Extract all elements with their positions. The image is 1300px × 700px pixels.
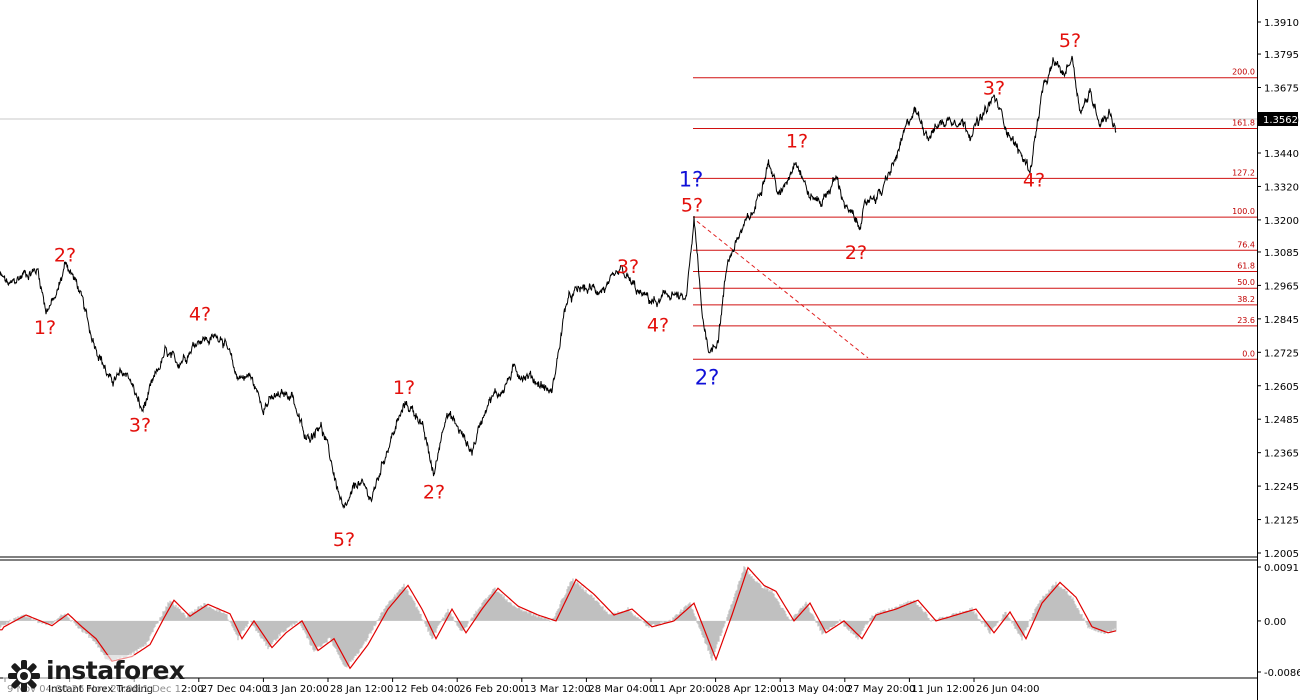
time-axis-label: 11 Jun 12:00 bbox=[911, 684, 975, 695]
fib-level-label: 127.2 bbox=[1232, 168, 1255, 177]
wave-label: 1? bbox=[34, 317, 56, 339]
fib-level-label: 200.0 bbox=[1232, 68, 1255, 77]
price-axis-label: 1.2125 bbox=[1264, 516, 1299, 527]
time-axis-label: 11 Apr 20:00 bbox=[653, 684, 718, 695]
time-axis-label: 13 Jan 20:00 bbox=[265, 684, 328, 695]
time-axis-label: 12 Feb 04:00 bbox=[395, 684, 461, 695]
wave-label: 2? bbox=[695, 365, 720, 389]
wave-label: 5? bbox=[681, 195, 703, 217]
wave-label: 1? bbox=[393, 377, 415, 399]
time-axis-label: 28 Mar 04:00 bbox=[588, 684, 655, 695]
time-axis-label: 13 Mar 12:00 bbox=[524, 684, 591, 695]
instaforex-logo-icon bbox=[8, 660, 40, 692]
trend-dashed-line bbox=[696, 220, 869, 359]
brand-name: instaforex bbox=[46, 656, 185, 685]
wave-label: 3? bbox=[129, 415, 151, 437]
current-price-tag bbox=[1258, 112, 1298, 127]
oscillator-axis-label: 0.00 bbox=[1264, 617, 1286, 628]
price-axis-label: 1.3085 bbox=[1264, 248, 1299, 259]
price-axis-label: 1.2845 bbox=[1264, 315, 1299, 326]
fib-level-label: 0.0 bbox=[1242, 349, 1255, 358]
price-axis-label: 1.2965 bbox=[1264, 281, 1299, 292]
fib-level-label: 161.8 bbox=[1232, 118, 1255, 127]
fib-level-label: 76.4 bbox=[1237, 240, 1255, 249]
price-series-line bbox=[0, 55, 1117, 509]
time-axis-label: 26 Jun 04:00 bbox=[976, 684, 1040, 695]
price-axis-label: 1.3200 bbox=[1264, 216, 1299, 227]
wave-label: 5? bbox=[1059, 30, 1081, 52]
fib-level-label: 61.8 bbox=[1237, 261, 1255, 270]
price-axis-label: 1.3440 bbox=[1264, 149, 1299, 160]
wave-label: 2? bbox=[54, 245, 76, 267]
oscillator-histogram bbox=[0, 566, 1117, 668]
time-axis-label: 28 Jan 12:00 bbox=[330, 684, 393, 695]
oscillator-signal-line bbox=[0, 566, 1117, 670]
price-axis-label: 1.2005 bbox=[1264, 549, 1299, 560]
price-axis-label: 1.3910 bbox=[1264, 18, 1299, 29]
time-axis-label: 27 Dec 04:00 bbox=[201, 684, 268, 695]
wave-label: 4? bbox=[189, 303, 211, 325]
oscillator-axis-label: -0.00862 bbox=[1264, 668, 1300, 679]
price-axis-label: 1.2485 bbox=[1264, 415, 1299, 426]
current-price-value: 1.3562 bbox=[1263, 115, 1298, 126]
price-axis-label: 1.3320 bbox=[1264, 182, 1299, 193]
wave-label: 1? bbox=[786, 130, 808, 152]
wave-label: 3? bbox=[983, 77, 1005, 99]
price-axis-label: 1.2245 bbox=[1264, 482, 1299, 493]
fib-level-label: 38.2 bbox=[1237, 295, 1255, 304]
price-axis-label: 1.2725 bbox=[1264, 348, 1299, 359]
fib-level-label: 23.6 bbox=[1237, 316, 1255, 325]
price-axis-label: 1.2365 bbox=[1264, 449, 1299, 460]
time-axis-label: 28 Apr 12:00 bbox=[718, 684, 783, 695]
wave-label: 3? bbox=[617, 256, 639, 278]
price-axis-label: 1.2605 bbox=[1264, 382, 1299, 393]
wave-label: 2? bbox=[423, 482, 445, 504]
time-axis-label: 27 May 20:00 bbox=[847, 684, 916, 695]
time-axis-label: 13 May 04:00 bbox=[782, 684, 851, 695]
wave-label: 4? bbox=[1023, 169, 1045, 191]
wave-label: 5? bbox=[333, 529, 355, 551]
price-axis-label: 1.3675 bbox=[1264, 84, 1299, 95]
fib-level-label: 100.0 bbox=[1232, 207, 1255, 216]
fib-level-label: 50.0 bbox=[1237, 278, 1255, 287]
oscillator-axis-label: 0.0091 bbox=[1264, 563, 1299, 574]
wave-label: 4? bbox=[647, 314, 669, 336]
price-axis-label: 1.3795 bbox=[1264, 50, 1299, 61]
brand-tagline: Instant Forex Trading bbox=[48, 684, 154, 695]
wave-label: 1? bbox=[679, 167, 704, 191]
price-panel: 200.0 161.8 127.2 100.0 76.4 61.8 50.0 38.2 23.6… bbox=[0, 30, 1257, 551]
time-axis-label: 26 Feb 20:00 bbox=[459, 684, 525, 695]
wave-label: 2? bbox=[845, 242, 867, 264]
oscillator-panel bbox=[0, 566, 1117, 670]
